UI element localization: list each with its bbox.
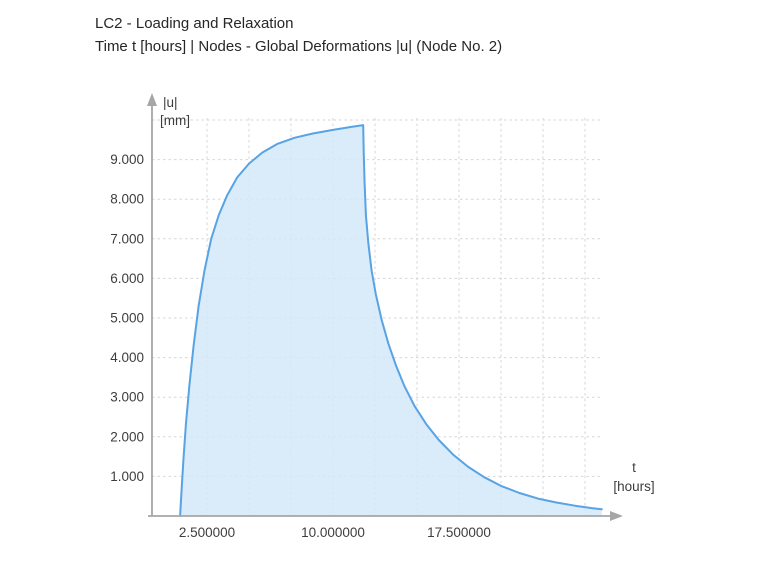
y-tick-label: 2.000 [110,429,144,444]
y-tick-label: 1.000 [110,469,144,484]
axis-titles: |u| [mm] t [hours] [160,95,655,494]
y-tick-label: 6.000 [110,271,144,286]
chart-title: LC2 - Loading and Relaxation [95,15,294,32]
y-axis-label-symbol: |u| [163,95,178,110]
y-tick-label: 3.000 [110,390,144,405]
y-tick-label: 7.000 [110,231,144,246]
tick-labels: 1.000 2.000 3.000 4.000 5.000 6.000 7.000 8.000… [110,152,491,540]
axes [147,93,623,521]
area-fill [180,125,602,516]
x-tick-label: 10.000000 [301,525,365,540]
x-axis-label-unit: [hours] [613,479,654,494]
x-tick-label: 17.500000 [427,525,491,540]
y-tick-label: 4.000 [110,350,144,365]
chart-subtitle: Time t [hours] | Nodes - Global Deformat… [95,38,503,55]
y-tick-label: 9.000 [110,152,144,167]
x-axis-arrow-icon [610,511,623,521]
curve-line [179,124,603,517]
y-tick-label: 8.000 [110,192,144,207]
y-axis-label-unit: [mm] [160,113,190,128]
x-tick-label: 2.500000 [179,525,235,540]
series-deformation-curve [179,124,603,517]
y-tick-label: 5.000 [110,311,144,326]
x-axis-label-symbol: t [632,460,636,475]
chart-header: LC2 - Loading and Relaxation Time t [hou… [95,12,502,58]
y-axis-arrow-icon [147,93,157,106]
